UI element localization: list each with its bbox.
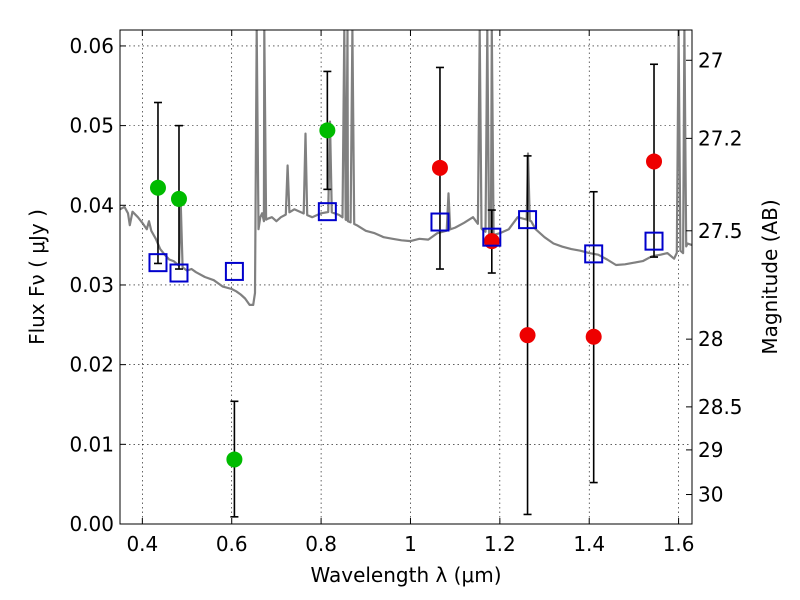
observed-optical-marker: [226, 451, 243, 468]
x-axis-label: Wavelength λ (μm): [310, 563, 501, 587]
x-tick-label: 0.6: [216, 532, 248, 556]
model-photometry-marker: [430, 212, 450, 232]
y-axis-ticks: 0.00 0.01 0.02 0.03 0.04 0.05 0.06: [69, 34, 126, 536]
right-tick-label: 30: [698, 483, 723, 507]
x-tick-label: 1.4: [573, 532, 605, 556]
right-tick-label: 28: [698, 327, 723, 351]
data-markers: [148, 122, 664, 468]
y-tick-label: 0.04: [69, 193, 114, 217]
x-tick-label: 1.2: [484, 532, 516, 556]
model-photometry-marker: [518, 210, 538, 230]
right-axis-label: Magnitude (AB): [758, 199, 782, 354]
right-axis-ticks: 27 27.2 27.5 28 28.5 29 30: [686, 48, 743, 507]
observed-optical-marker: [170, 190, 187, 207]
model-photometry-marker: [317, 202, 337, 222]
observed-infrared-marker: [519, 327, 536, 344]
y-tick-label: 0.03: [69, 273, 114, 297]
model-photometry-marker: [169, 263, 189, 283]
model-photometry-marker: [224, 261, 244, 281]
right-tick-label: 27: [698, 48, 723, 72]
right-tick-label: 29: [698, 438, 723, 462]
model-photometry-marker: [584, 244, 604, 264]
y-tick-label: 0.05: [69, 114, 114, 138]
y-tick-label: 0.06: [69, 34, 114, 58]
observed-optical-marker: [319, 122, 336, 139]
model-photometry-marker: [148, 253, 168, 273]
observed-infrared-marker: [431, 159, 448, 176]
right-tick-label: 27.5: [698, 219, 743, 243]
y-tick-label: 0.00: [69, 512, 114, 536]
right-tick-label: 28.5: [698, 395, 743, 419]
x-tick-label: 1: [404, 532, 417, 556]
model-photometry-marker: [482, 227, 502, 247]
x-tick-label: 1.6: [663, 532, 695, 556]
observed-infrared-marker: [483, 233, 500, 250]
x-axis-ticks: 0.4 0.6 0.8 1 1.2 1.4 1.6: [126, 30, 695, 556]
x-tick-label: 0.8: [305, 532, 337, 556]
observed-infrared-marker: [646, 153, 663, 170]
observed-infrared-marker: [585, 328, 602, 345]
right-tick-label: 27.2: [698, 126, 743, 150]
observed-optical-marker: [149, 179, 166, 196]
y-tick-label: 0.02: [69, 353, 114, 377]
plot-frame: [119, 29, 693, 525]
y-axis-label: Flux Fν ( μJy ): [25, 209, 49, 345]
model-spectrum-line: [120, 30, 692, 306]
model-spectrum-layer: [120, 30, 692, 306]
x-tick-label: 0.4: [126, 532, 158, 556]
y-tick-label: 0.01: [69, 432, 114, 456]
plot-area-background: [120, 30, 692, 524]
model-photometry-marker: [644, 231, 664, 251]
